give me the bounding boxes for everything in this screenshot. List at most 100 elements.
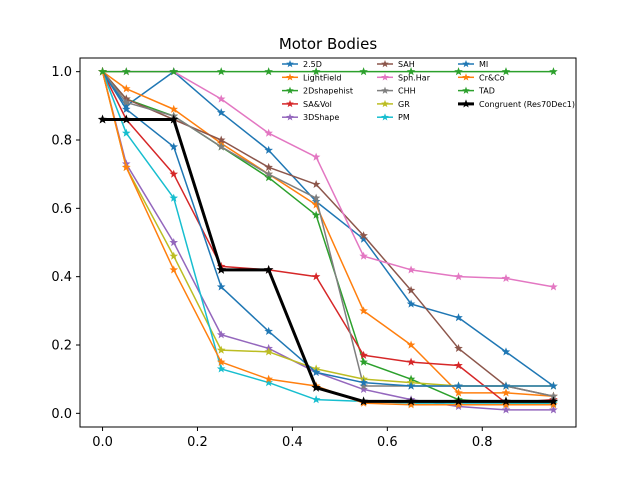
x-tick-label: 0.6 (377, 435, 398, 450)
data-point (359, 231, 368, 240)
legend-label: CHH (398, 87, 416, 96)
data-point (548, 396, 559, 406)
data-point (549, 381, 558, 390)
legend-label: LightField (303, 73, 341, 82)
data-point (311, 152, 321, 161)
x-tick-label: 0.4 (282, 435, 303, 450)
legend-marker (462, 86, 470, 94)
data-point (264, 347, 273, 356)
data-point (311, 193, 321, 202)
data-point (406, 357, 416, 366)
data-point (359, 384, 368, 394)
legend-item: PM (377, 113, 410, 122)
data-point (216, 264, 226, 274)
data-point (454, 272, 463, 281)
data-point (264, 378, 273, 387)
data-point (311, 367, 321, 376)
data-point (98, 67, 107, 76)
y-tick-label: 0.6 (51, 202, 72, 217)
legend-label: 3DShape (303, 113, 339, 122)
series-13 (97, 114, 559, 406)
data-point (406, 381, 416, 390)
legend-label: TAD (478, 87, 495, 96)
data-point (216, 94, 226, 103)
y-tick-label: 0.2 (51, 339, 72, 354)
data-point (216, 357, 226, 366)
legend-label: Cr&Co (479, 73, 505, 82)
data-point (406, 396, 416, 406)
legend-marker (286, 86, 294, 94)
legend-label: SAH (398, 60, 415, 69)
data-point (311, 382, 321, 392)
data-point (359, 350, 368, 359)
data-point (501, 396, 511, 406)
legend-item: SA&Vol (282, 99, 332, 109)
data-point (359, 381, 368, 390)
data-point (501, 67, 511, 76)
legend-label: MI (479, 60, 488, 69)
data-point (454, 343, 463, 353)
legend-item: 3DShape (282, 113, 339, 122)
data-point (264, 128, 273, 137)
data-point (122, 104, 131, 113)
data-point (169, 104, 179, 113)
data-point (264, 162, 273, 171)
data-point (216, 282, 226, 291)
data-point (264, 326, 273, 335)
legend-item: TAD (458, 86, 495, 96)
data-point (359, 378, 368, 387)
data-point (216, 108, 226, 117)
plot-frame (79, 57, 577, 428)
data-point (549, 400, 558, 409)
legend-item: 2Dshapehist (282, 86, 353, 96)
data-point (501, 347, 511, 356)
data-point (216, 135, 226, 144)
legend-marker (286, 113, 294, 121)
y-tick-label: 1.0 (51, 65, 72, 80)
legend-label: GR (398, 100, 410, 109)
y-tick-label: 0.4 (51, 270, 72, 285)
legend-marker (462, 60, 470, 68)
legend-item: SAH (377, 60, 415, 69)
legend-marker (286, 60, 294, 68)
legend-item: LightField (282, 73, 341, 82)
data-point (122, 97, 131, 107)
legend-item: MI (458, 60, 488, 69)
data-point (122, 84, 131, 93)
data-point (454, 381, 463, 390)
series-12 (98, 67, 558, 76)
data-point (359, 67, 368, 76)
legend-marker (381, 86, 389, 94)
legend-item: 2.5D (282, 60, 322, 69)
data-point (549, 405, 558, 414)
data-point (359, 234, 368, 243)
data-point (311, 272, 321, 281)
data-point (359, 306, 368, 315)
x-tick-label: 0.0 (92, 435, 113, 450)
legend-marker (286, 99, 294, 108)
legend-item: Congruent (Res70Dec1) (458, 99, 575, 109)
data-point (453, 396, 464, 406)
y-tick-label: 0.8 (51, 134, 72, 149)
data-point (406, 285, 416, 294)
data-point (311, 395, 321, 404)
series-line (101, 71, 554, 411)
data-point (169, 251, 179, 260)
data-point (549, 391, 558, 400)
data-point (358, 396, 369, 406)
legend-item: Sph.Har (377, 73, 431, 82)
legend: 2.5D LightField 2Dshapehist SA&Vol 3DShape SA… (282, 60, 575, 122)
data-point (311, 67, 321, 76)
legend-item: Cr&Co (458, 73, 505, 82)
legend-marker (461, 99, 471, 108)
data-point (216, 142, 226, 151)
x-tick-label: 0.8 (472, 435, 493, 450)
data-point (169, 193, 179, 202)
data-point (549, 67, 558, 76)
data-point (169, 238, 179, 247)
data-point (406, 340, 416, 349)
legend-item: CHH (377, 86, 416, 96)
data-point (454, 67, 463, 76)
